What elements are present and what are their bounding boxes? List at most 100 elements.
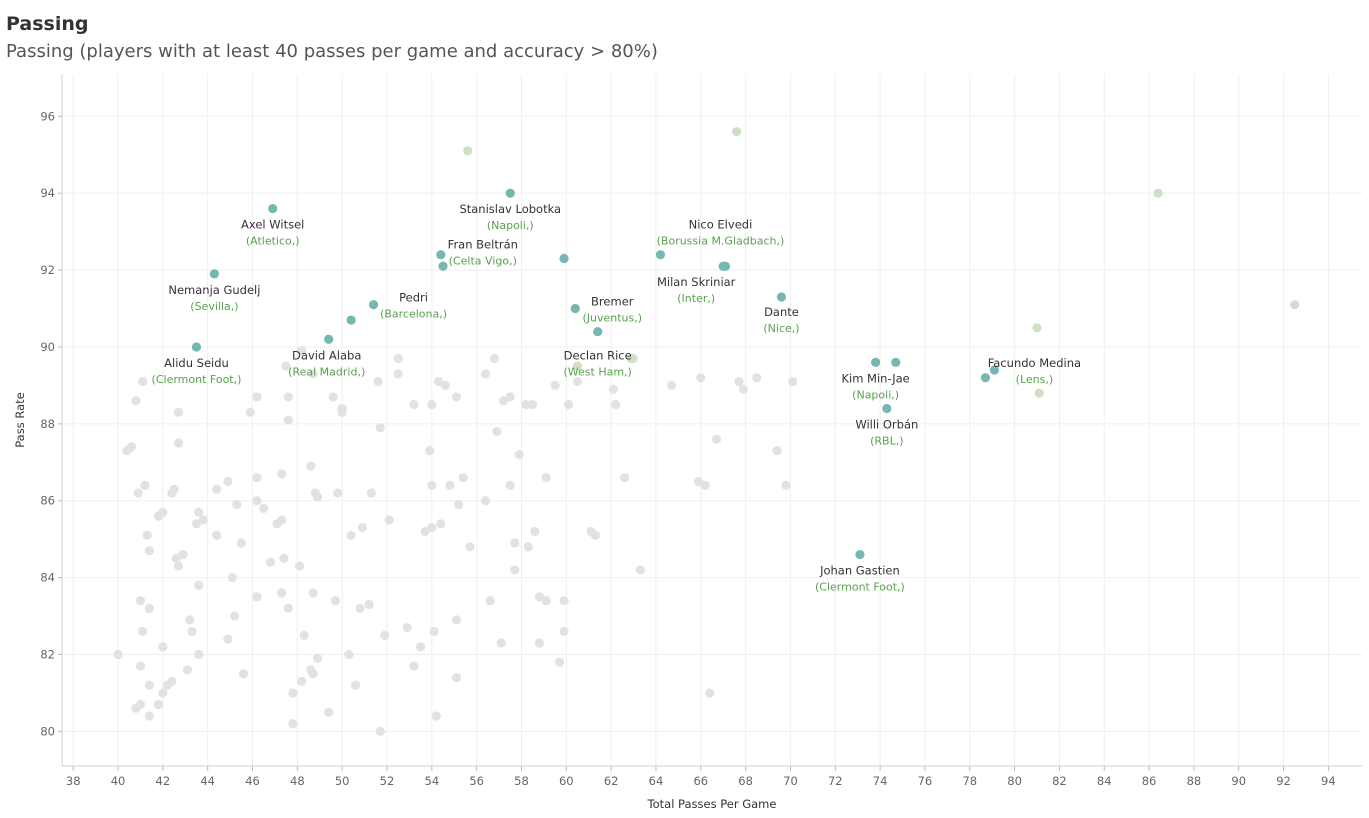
data-point-other (541, 596, 551, 606)
x-tick-label: 94 (1321, 774, 1336, 788)
y-tick-label: 80 (40, 724, 55, 738)
data-point-other (182, 665, 193, 675)
data-point-highlight (593, 326, 603, 337)
data-point-other (481, 369, 491, 379)
data-point-other (492, 426, 502, 437)
data-point-other (259, 503, 269, 514)
x-tick-label: 76 (918, 774, 933, 788)
data-point-other (541, 473, 551, 483)
y-tick-label: 92 (40, 263, 55, 277)
data-point-other (772, 446, 782, 456)
data-point-other (227, 573, 237, 583)
data-point-highlight (191, 342, 202, 352)
data-point-other (563, 400, 574, 410)
data-point-other (330, 596, 341, 606)
data-point-highlight (855, 549, 865, 560)
data-point-other (451, 392, 462, 402)
data-point-other (420, 526, 430, 537)
data-point-other (312, 653, 323, 663)
point-label-team: (Borussia M.Gladbach,) (657, 235, 785, 248)
data-point-other (429, 626, 439, 637)
data-point-other (252, 496, 262, 506)
data-point-other (173, 407, 184, 417)
data-point-other (144, 546, 155, 556)
data-point-other (169, 484, 179, 494)
data-point-light (1153, 188, 1163, 198)
x-tick-label: 58 (514, 774, 529, 788)
data-point-other (131, 396, 141, 406)
data-point-other (171, 553, 181, 564)
x-tick-label: 62 (604, 774, 619, 788)
data-point-other (608, 384, 618, 394)
point-label-name: Pedri (399, 291, 428, 305)
data-point-other (375, 423, 385, 433)
data-point-other (554, 657, 565, 667)
data-point-other (436, 519, 446, 529)
data-point-other (265, 557, 276, 567)
chart-subtitle: Passing (players with at least 40 passes… (6, 41, 658, 62)
data-point-other (667, 380, 677, 390)
data-point-other (481, 496, 491, 506)
x-tick-label: 86 (1142, 774, 1157, 788)
data-points (113, 127, 1300, 737)
data-point-other (734, 376, 744, 387)
data-point-other (223, 634, 233, 644)
y-tick-label: 88 (40, 417, 55, 431)
data-point-other (158, 642, 168, 652)
data-point-other (144, 711, 155, 721)
point-label-team: (Napoli,) (852, 388, 899, 401)
data-point-other (140, 480, 150, 490)
data-point-other (135, 596, 146, 606)
data-point-other (232, 499, 242, 510)
data-point-highlight (505, 188, 515, 198)
axes: 38 40 42 44 46 48 50 52 54 56 58 60 62 64 66 68 70 72 74 76… (40, 74, 1362, 788)
data-point-other (440, 380, 450, 390)
point-label-team: (Celta Vigo,) (449, 255, 517, 268)
data-point-other (346, 530, 356, 540)
point-label-name: Dante (764, 305, 799, 319)
data-point-other (451, 672, 462, 683)
data-point-other (424, 446, 435, 456)
data-point-other (373, 376, 383, 387)
x-tick-label: 40 (111, 774, 126, 788)
x-tick-label: 80 (1007, 774, 1022, 788)
x-tick-label: 66 (693, 774, 708, 788)
data-point-other (212, 530, 222, 540)
data-point-light (1034, 388, 1044, 398)
point-label-name: Axel Witsel (241, 218, 304, 232)
data-point-other (299, 630, 309, 640)
data-point-other (402, 623, 412, 633)
data-point-other (158, 688, 168, 698)
data-point-other (288, 719, 298, 729)
data-point-other (142, 530, 152, 540)
y-axis-title: Pass Rate (13, 392, 27, 447)
data-point-other (572, 376, 583, 387)
point-label-team: (Sevilla,) (190, 300, 238, 313)
point-label-team: (Clermont Foot,) (152, 373, 242, 386)
point-label-team: (West Ham,) (564, 366, 632, 379)
data-point-other (187, 626, 197, 637)
data-point-other (498, 396, 509, 406)
data-point-other (277, 588, 287, 598)
data-point-other (375, 726, 385, 737)
data-point-other (510, 565, 520, 575)
data-point-highlight (989, 365, 1000, 375)
chart-title: Passing (6, 13, 89, 35)
data-point-other (194, 507, 204, 517)
point-label-name: Stanislav Lobotka (459, 202, 561, 216)
data-point-highlight (324, 334, 334, 344)
point-label-name: Fran Beltrán (448, 238, 518, 252)
x-tick-label: 82 (1052, 774, 1067, 788)
data-point-other (308, 669, 318, 679)
data-point-other (212, 484, 222, 494)
data-point-other (505, 392, 515, 402)
data-point-highlight (718, 261, 728, 271)
point-label-team: (RBL,) (870, 434, 903, 447)
data-point-other (454, 499, 464, 510)
y-tick-label: 94 (40, 186, 55, 200)
point-label-name: Milan Skriniar (657, 275, 736, 289)
x-tick-label: 52 (380, 774, 395, 788)
data-point-other (409, 400, 419, 410)
data-point-other (635, 565, 645, 575)
point-label-team: (Real Madrid,) (288, 365, 365, 378)
